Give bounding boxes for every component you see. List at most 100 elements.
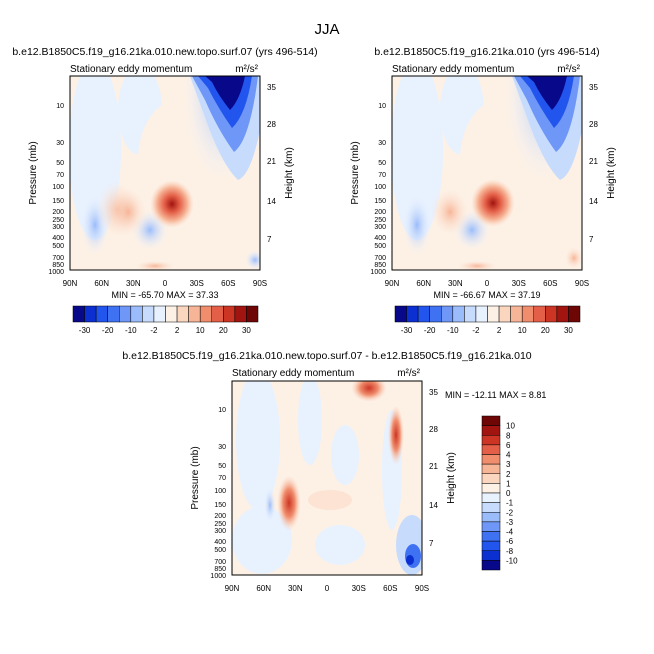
panel-3-y-ticks: 10 30 50 70 100 150 200 250 300 400 500 …: [210, 407, 226, 580]
panel-2-units: m²/s²: [557, 64, 580, 75]
panel-3-min-max: MIN = -12.11 MAX = 8.81: [445, 390, 546, 400]
colorbar-label: 2: [506, 470, 511, 479]
panel-3-height-ticks: 35 28 21 14 7: [429, 388, 438, 548]
colorbar-label: -8: [506, 547, 514, 556]
colorbar-label: 1: [506, 479, 511, 488]
colorbar-label: 20: [541, 326, 550, 335]
x-tick: 90N: [63, 279, 78, 288]
colorbar-swatch: [475, 305, 488, 323]
y-tick: 150: [374, 198, 386, 205]
colorbar-label: 8: [506, 431, 511, 440]
y-tick: 850: [374, 262, 386, 269]
y-tick: 50: [378, 160, 386, 167]
y-tick: 700: [374, 255, 386, 262]
y-tick: 200: [52, 209, 64, 216]
y-tick: 400: [52, 235, 64, 242]
height-tick: 35: [267, 83, 276, 92]
colorbar-swatch: [481, 521, 501, 532]
colorbar-label: 30: [242, 326, 251, 335]
panel-2-field: [392, 76, 582, 270]
y-tick: 1000: [48, 269, 64, 276]
colorbar-label: -1: [506, 499, 514, 508]
y-tick: 70: [56, 172, 64, 179]
x-tick: 60S: [383, 584, 397, 593]
panel-3-ylabel-right: Height (km): [446, 452, 457, 504]
panel-3-title: b.e12.B1850C5.f19_g16.21ka.010.new.topo.…: [122, 350, 531, 362]
colorbar-swatch: [188, 305, 201, 323]
colorbar-swatch: [481, 540, 501, 551]
colorbar-label: 10: [196, 326, 205, 335]
y-tick: 100: [214, 488, 226, 495]
height-tick: 35: [429, 388, 438, 397]
colorbar-swatch: [481, 415, 501, 426]
y-tick: 500: [374, 243, 386, 250]
y-tick: 250: [214, 521, 226, 528]
x-tick: 30S: [352, 584, 366, 593]
height-tick: 21: [267, 157, 276, 166]
y-tick: 1000: [370, 269, 386, 276]
panel-1-subtitle: Stationary eddy momentum: [70, 64, 192, 75]
y-tick: 150: [52, 198, 64, 205]
y-tick: 50: [56, 160, 64, 167]
x-tick: 30S: [512, 279, 526, 288]
colorbar-label: -30: [401, 326, 413, 335]
panel-1-units: m²/s²: [235, 64, 258, 75]
y-tick: 70: [378, 172, 386, 179]
colorbar-swatch: [481, 492, 501, 503]
panel-2-y-ticks: 10 30 50 70 100 150 200 250 300 400 500 …: [370, 103, 386, 276]
colorbar-swatch: [142, 305, 155, 323]
colorbar-label: -30: [79, 326, 91, 335]
y-tick: 100: [374, 184, 386, 191]
panel-2-title: b.e12.B1850C5.f19_g16.21ka.010 (yrs 496-…: [374, 46, 599, 58]
x-tick: 60N: [256, 584, 271, 593]
y-tick: 150: [214, 502, 226, 509]
y-tick: 10: [218, 407, 226, 414]
colorbar-label: -2: [472, 326, 480, 335]
x-tick: 30S: [190, 279, 204, 288]
height-tick: 14: [589, 197, 598, 206]
colorbar-label: 30: [564, 326, 573, 335]
colorbar-swatch: [107, 305, 120, 323]
y-tick: 850: [52, 262, 64, 269]
colorbar-label: 10: [518, 326, 527, 335]
panel-1-field: [70, 76, 260, 270]
colorbar-swatch: [481, 512, 501, 523]
colorbar-label: -4: [506, 528, 514, 537]
colorbar-label: -3: [506, 518, 514, 527]
y-tick: 30: [56, 140, 64, 147]
height-tick: 28: [589, 120, 598, 129]
x-tick: 60S: [221, 279, 235, 288]
colorbar-swatch: [568, 305, 581, 323]
height-tick: 7: [267, 235, 272, 244]
colorbar-swatch: [394, 305, 407, 323]
colorbar-label: 0: [506, 489, 511, 498]
height-tick: 21: [589, 157, 598, 166]
x-tick: 30N: [126, 279, 141, 288]
x-tick: 0: [325, 584, 330, 593]
height-tick: 7: [589, 235, 594, 244]
panel-3-subtitle: Stationary eddy momentum: [232, 368, 354, 379]
colorbar-swatch: [130, 305, 143, 323]
y-tick: 70: [218, 475, 226, 482]
panel-1-ylabel-right: Height (km): [284, 147, 295, 199]
x-tick: 0: [163, 279, 168, 288]
panel-3-units: m²/s²: [397, 368, 420, 379]
figure-title: JJA: [314, 21, 339, 38]
y-tick: 10: [56, 103, 64, 110]
y-tick: 100: [52, 184, 64, 191]
colorbar-swatch: [510, 305, 523, 323]
colorbar-swatch: [211, 305, 224, 323]
panel-3-x-ticks: 90N 60N 30N 0 30S 60S 90S: [225, 584, 429, 593]
colorbar-label: -10: [447, 326, 459, 335]
panel-3: b.e12.B1850C5.f19_g16.21ka.010.new.topo.…: [122, 350, 546, 593]
colorbar-swatch: [533, 305, 546, 323]
colorbar-swatch: [481, 444, 501, 455]
panel-2-ylabel: Pressure (mb): [350, 141, 361, 204]
y-tick: 50: [218, 463, 226, 470]
colorbar-swatch: [95, 305, 108, 323]
y-tick: 250: [374, 217, 386, 224]
colorbar-swatch: [176, 305, 189, 323]
height-tick: 7: [429, 539, 434, 548]
colorbar-swatch: [521, 305, 534, 323]
